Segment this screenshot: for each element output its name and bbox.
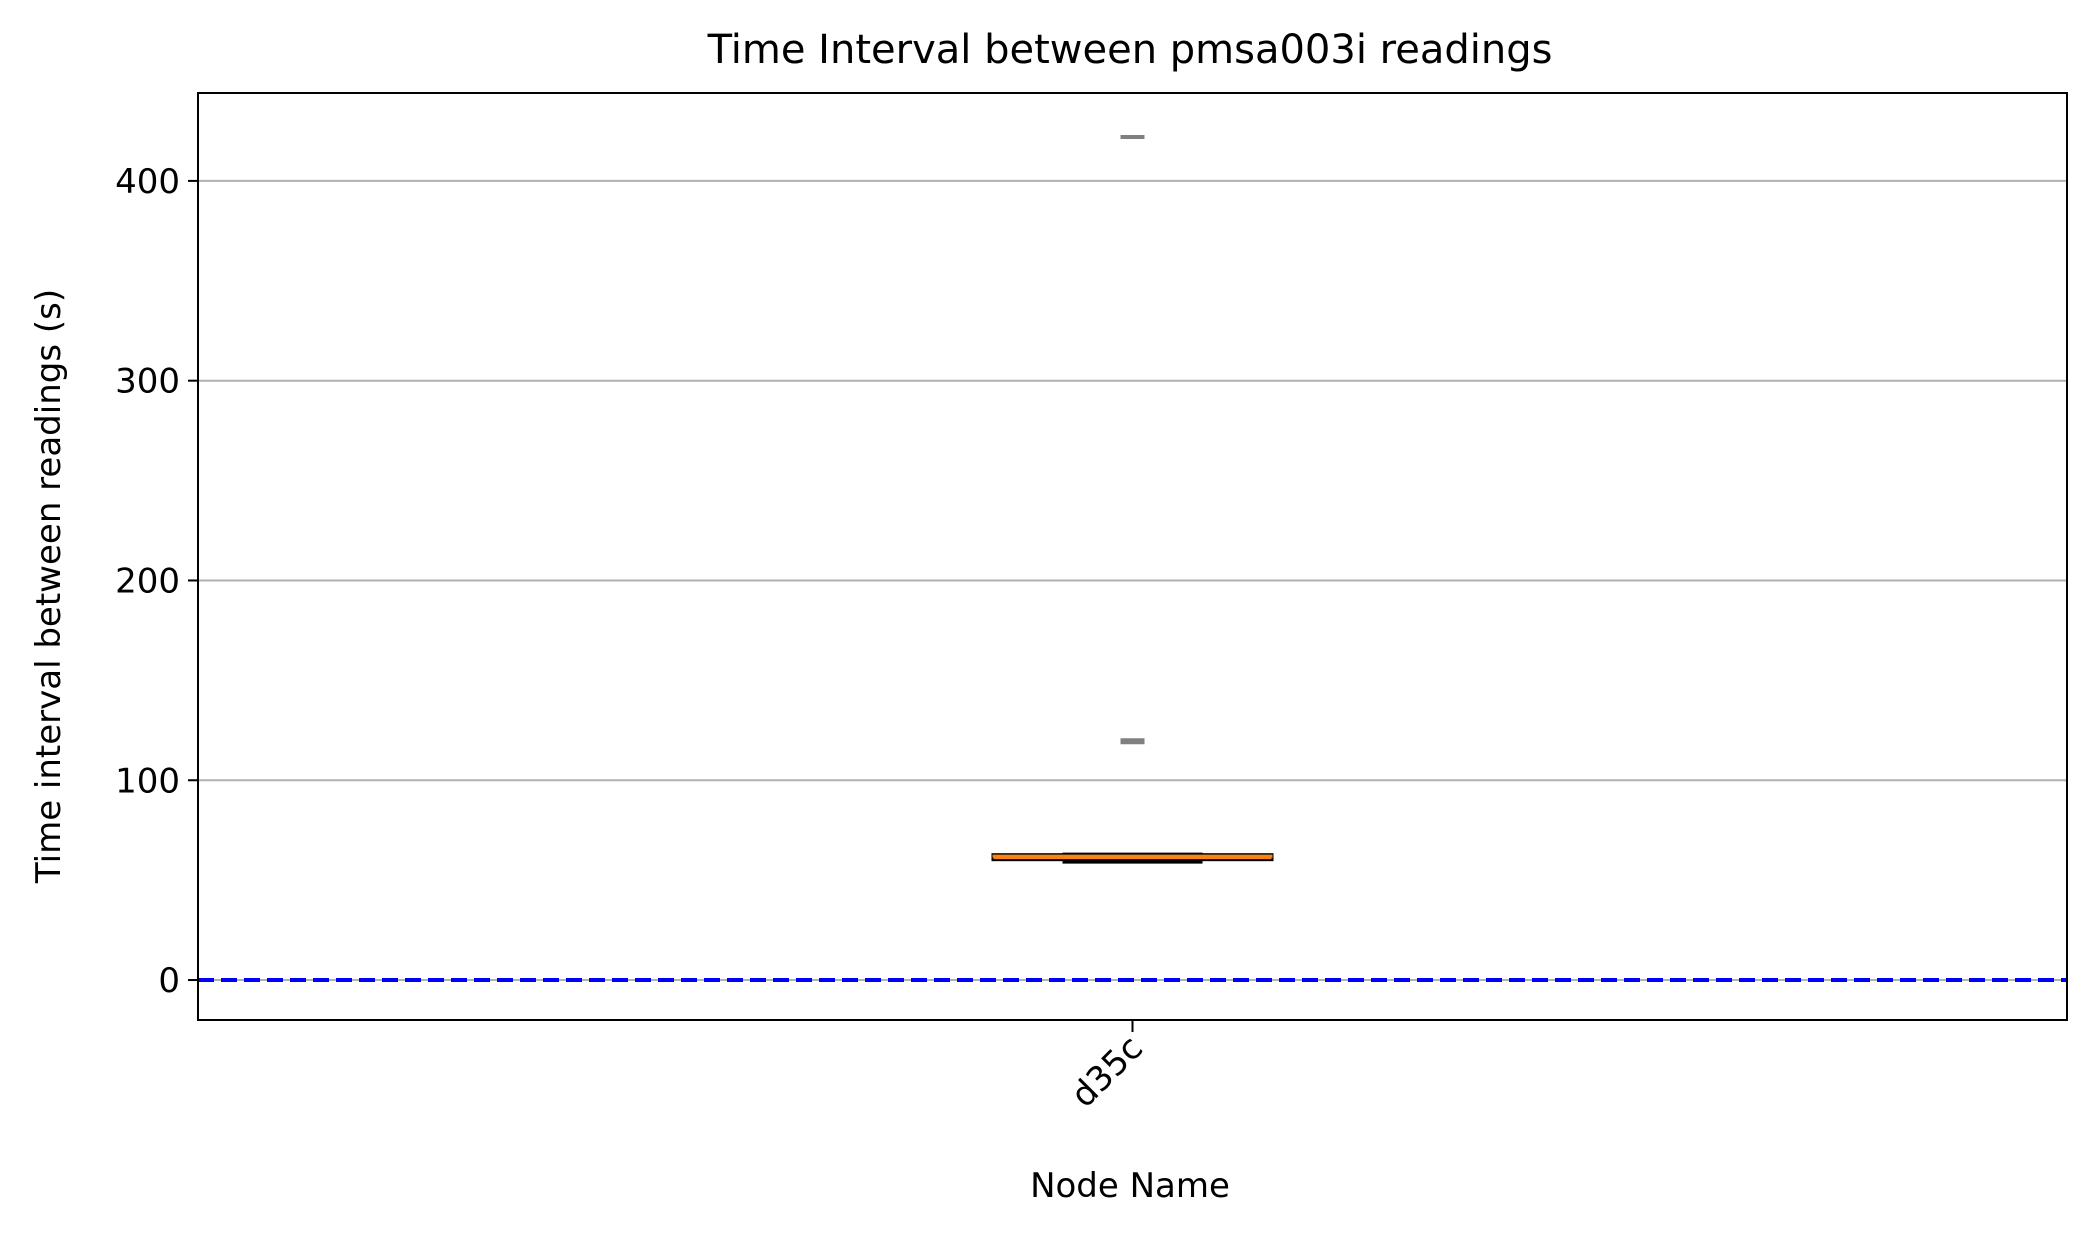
y-tick-label: 400 [115, 162, 180, 202]
y-tick-label: 300 [115, 362, 180, 402]
y-tick-label: 100 [115, 761, 180, 801]
x-axis-label: Node Name [1030, 1166, 1230, 1206]
plot-frame [197, 92, 2068, 1021]
gridlines [198, 179, 2067, 982]
axes: 0 100 200 300 400 d35c [115, 92, 2068, 1115]
x-tick-label: d35c [1064, 1028, 1151, 1115]
y-tick-label: 0 [158, 961, 180, 1001]
box-plot-d35c [991, 134, 1274, 864]
y-tick-label: 200 [115, 561, 180, 601]
chart-title: Time Interval between pmsa003i readings [707, 27, 1553, 73]
plot-area [198, 134, 2067, 983]
y-axis-label: Time interval between readings (s) [29, 289, 69, 884]
